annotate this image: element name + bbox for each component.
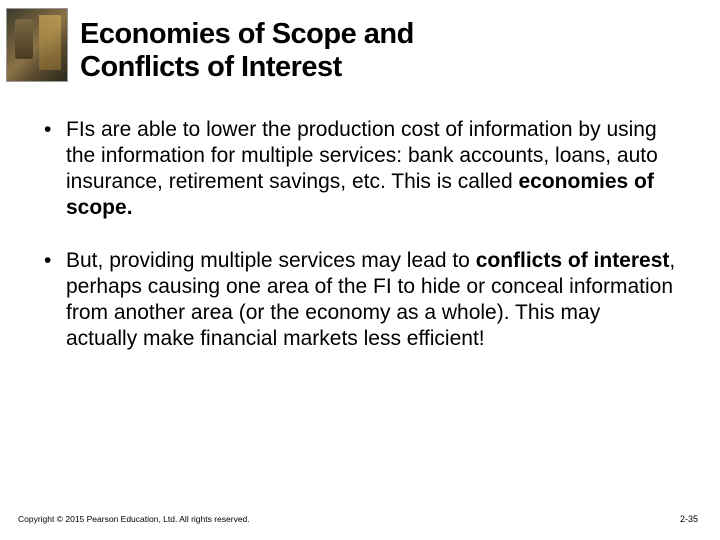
title-line-1: Economies of Scope and xyxy=(80,18,414,50)
body: • FIs are able to lower the production c… xyxy=(0,95,720,353)
bullet-pre: But, providing multiple services may lea… xyxy=(66,249,476,272)
bullet-bold: conflicts of interest xyxy=(476,249,670,272)
bullet-item: • FIs are able to lower the production c… xyxy=(44,117,676,222)
copyright-footer: Copyright © 2015 Pearson Education, Ltd.… xyxy=(18,514,250,524)
bullet-text: FIs are able to lower the production cos… xyxy=(66,117,676,222)
bullet-item: • But, providing multiple services may l… xyxy=(44,248,676,353)
slide: Economies of Scope and Conflicts of Inte… xyxy=(0,0,720,540)
title-line-2: Conflicts of Interest xyxy=(80,51,342,83)
page-number: 2-35 xyxy=(680,514,698,524)
decorative-thumbnail xyxy=(6,8,68,82)
slide-title: Economies of Scope and Conflicts of Inte… xyxy=(80,18,680,85)
bullet-marker: • xyxy=(44,248,66,353)
bullet-marker: • xyxy=(44,117,66,222)
header: Economies of Scope and Conflicts of Inte… xyxy=(0,0,720,95)
bullet-text: But, providing multiple services may lea… xyxy=(66,248,676,353)
